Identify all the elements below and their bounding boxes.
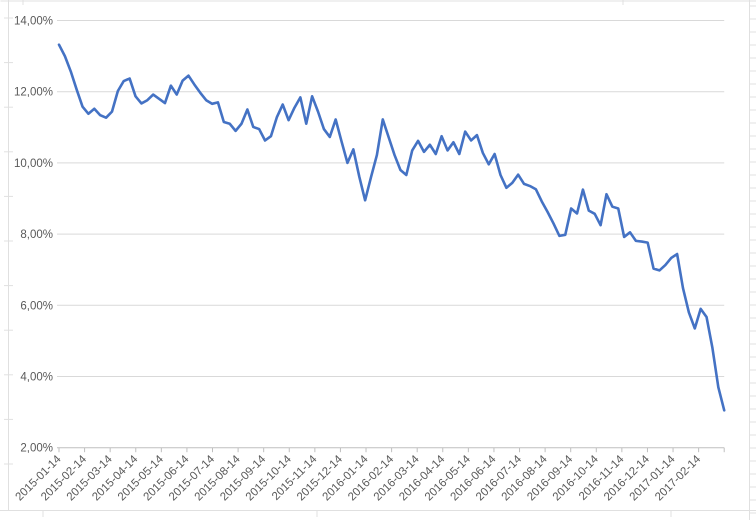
y-axis-label: 6,00% <box>20 300 53 312</box>
y-axis-label: 8,00% <box>20 229 53 241</box>
y-axis-label: 14,00% <box>14 16 53 28</box>
y-axis-label: 2,00% <box>20 443 53 455</box>
y-axis-label: 10,00% <box>14 158 53 170</box>
data-series-line <box>57 43 726 412</box>
y-axis-label: 12,00% <box>14 87 53 99</box>
y-axis-label: 4,00% <box>20 372 53 384</box>
